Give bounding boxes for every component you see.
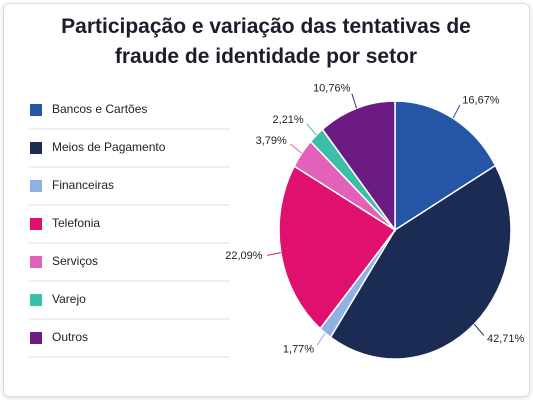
legend-label: Meios de Pagamento [52, 140, 166, 154]
leader-line [473, 323, 485, 336]
legend-swatch [30, 104, 42, 116]
data-label: 2,21% [273, 114, 304, 126]
leader-line [266, 252, 281, 256]
data-label: 42,71% [487, 333, 525, 345]
legend-swatch [30, 256, 42, 268]
data-label: 1,77% [283, 343, 314, 355]
data-label: 16,67% [462, 94, 500, 106]
leader-line [351, 93, 358, 109]
legend-label: Varejo [52, 292, 86, 306]
pie-slice [278, 165, 397, 330]
legend-label: Bancos e Cartões [52, 102, 147, 116]
legend-label: Financeiras [52, 178, 114, 192]
data-label: 22,09% [225, 250, 263, 262]
leader-line [290, 143, 303, 154]
legend-swatch [30, 180, 42, 192]
pie-slice [394, 100, 497, 232]
legend-swatch [30, 294, 42, 306]
pie-slice [329, 164, 512, 360]
leader-line [316, 332, 326, 346]
legend-label: Telefonia [52, 216, 100, 230]
legend-swatch [30, 142, 42, 154]
legend-swatch [30, 218, 42, 230]
legend-label: Serviços [52, 254, 98, 268]
legend-swatch [30, 332, 42, 344]
leader-line [306, 123, 317, 136]
data-label: 10,76% [313, 83, 351, 95]
leader-line [452, 104, 461, 119]
legend-label: Outros [52, 330, 88, 344]
frame [3, 3, 530, 397]
data-label: 3,79% [256, 135, 287, 147]
chart-title: Participação e variação das tentativas d… [61, 15, 471, 68]
